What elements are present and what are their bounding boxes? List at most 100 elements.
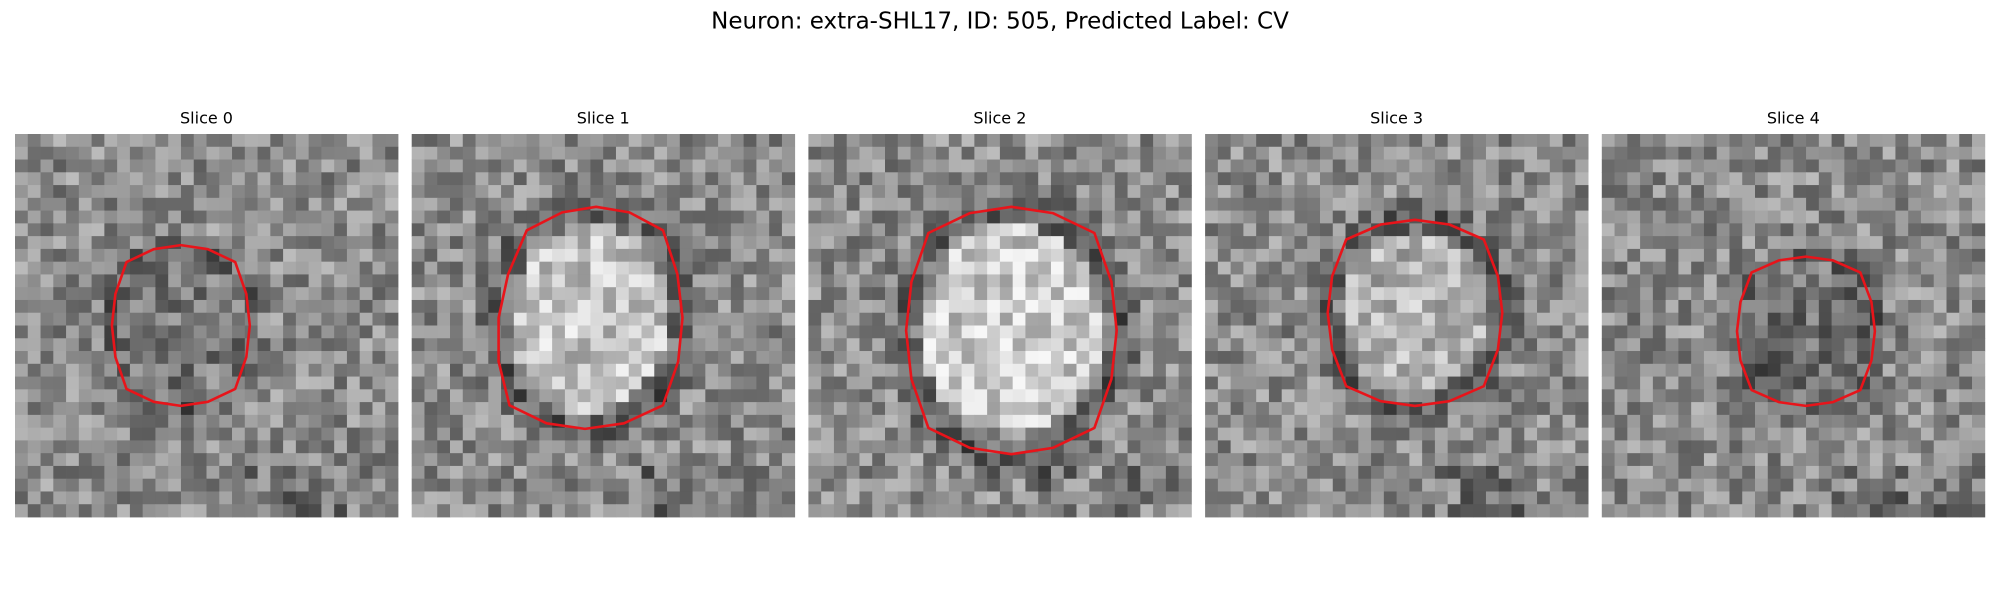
- pixel: [1524, 427, 1538, 441]
- pixel: [1780, 453, 1794, 467]
- pixel: [590, 402, 604, 416]
- pixel: [885, 299, 899, 314]
- pixel: [1127, 414, 1141, 429]
- pixel: [168, 376, 182, 390]
- pixel: [1281, 389, 1295, 403]
- pixel: [270, 389, 284, 403]
- pixel: [206, 363, 220, 377]
- pixel: [411, 210, 425, 224]
- pixel: [180, 363, 195, 377]
- pixel: [193, 210, 207, 224]
- pixel: [654, 465, 668, 480]
- pixel: [513, 491, 527, 505]
- pixel: [1460, 338, 1474, 352]
- pixel: [1371, 504, 1385, 518]
- pixel: [513, 146, 527, 160]
- pixel: [948, 223, 962, 237]
- pixel: [129, 453, 144, 467]
- pixel: [1882, 146, 1896, 160]
- pixel: [1114, 338, 1128, 352]
- pixel: [1908, 261, 1922, 275]
- pixel: [1793, 363, 1807, 377]
- pixel: [437, 389, 451, 403]
- pixel: [1742, 223, 1756, 237]
- pixel: [1562, 299, 1576, 314]
- pixel: [1857, 159, 1871, 173]
- pixel: [1345, 185, 1359, 199]
- pixel: [781, 146, 796, 160]
- pixel: [1946, 389, 1960, 403]
- pixel: [1806, 427, 1820, 441]
- pixel: [1256, 325, 1270, 339]
- pixel: [1920, 338, 1935, 352]
- pixel: [1012, 478, 1026, 492]
- pixel: [1281, 402, 1295, 416]
- pixel: [1869, 159, 1884, 173]
- pixel: [1562, 440, 1576, 454]
- pixel: [1818, 134, 1832, 148]
- pixel: [897, 287, 911, 301]
- pixel: [193, 185, 207, 199]
- pixel: [1063, 376, 1077, 390]
- pixel: [372, 453, 386, 467]
- pixel: [936, 185, 950, 199]
- pixel: [1575, 197, 1589, 211]
- pixel: [1320, 453, 1334, 467]
- pixel: [923, 197, 937, 211]
- pixel: [321, 287, 335, 301]
- pixel: [270, 440, 284, 454]
- pixel: [1703, 236, 1718, 250]
- pixel: [1614, 453, 1628, 467]
- pixel: [1422, 465, 1436, 480]
- pixel: [1614, 185, 1628, 199]
- pixel: [1767, 453, 1781, 467]
- pixel: [526, 453, 540, 467]
- pixel: [781, 402, 796, 416]
- pixel: [359, 504, 373, 518]
- pixel: [1320, 172, 1334, 186]
- pixel: [104, 248, 118, 263]
- pixel: [372, 299, 386, 314]
- pixel: [667, 197, 681, 211]
- pixel: [552, 172, 566, 186]
- pixel: [1806, 146, 1820, 160]
- pixel: [628, 197, 642, 211]
- pixel: [1716, 504, 1730, 518]
- pixel: [1818, 440, 1832, 454]
- pixel: [1114, 134, 1128, 148]
- pixel: [1089, 274, 1103, 288]
- pixel: [808, 274, 822, 288]
- pixel: [27, 414, 41, 429]
- pixel: [1089, 465, 1103, 480]
- pixel: [1485, 325, 1500, 339]
- pixel: [1601, 134, 1615, 148]
- pixel: [1294, 351, 1308, 365]
- pixel: [257, 274, 271, 288]
- pixel: [808, 197, 822, 211]
- pixel: [1243, 223, 1257, 237]
- pixel: [1063, 172, 1077, 186]
- pixel: [244, 210, 258, 224]
- pixel: [628, 427, 642, 441]
- pixel: [155, 478, 169, 492]
- pixel: [641, 185, 655, 199]
- pixel: [1524, 274, 1538, 288]
- pixel: [923, 338, 937, 352]
- pixel: [321, 453, 335, 467]
- pixel: [756, 351, 770, 365]
- pixel: [1767, 491, 1781, 505]
- pixel: [1614, 338, 1628, 352]
- pixel: [781, 236, 796, 250]
- pixel: [91, 478, 105, 492]
- pixel: [1358, 338, 1372, 352]
- pixel: [756, 274, 770, 288]
- pixel: [1601, 440, 1615, 454]
- pixel: [1716, 465, 1730, 480]
- pixel: [628, 261, 642, 275]
- pixel: [718, 134, 732, 148]
- pixel: [679, 440, 693, 454]
- pixel: [1025, 274, 1039, 288]
- pixel: [769, 325, 783, 339]
- slice-image: [808, 134, 1192, 518]
- pixel: [1742, 197, 1756, 211]
